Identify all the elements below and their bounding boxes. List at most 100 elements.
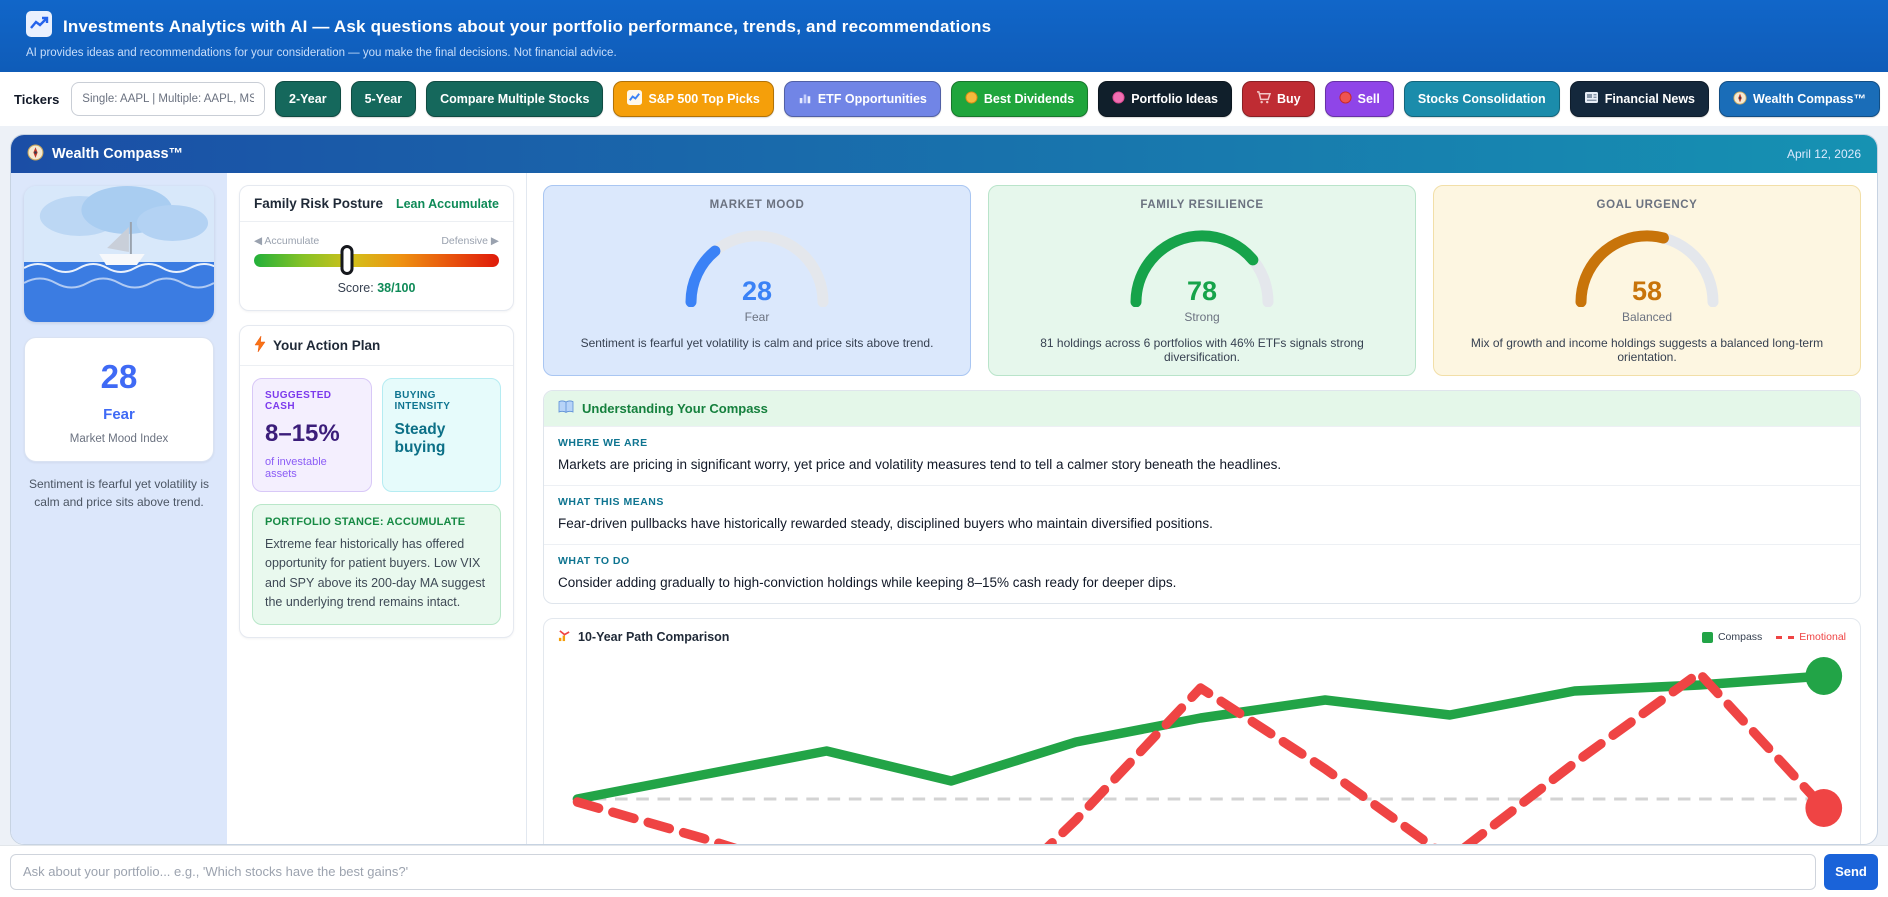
wealth-compass-header: Wealth Compass™ April 12, 2026 [11, 135, 1877, 173]
gauge-description: 81 holdings across 6 portfolios with 46%… [1040, 336, 1364, 364]
app-title: Investments Analytics with AI — Ask ques… [63, 16, 992, 36]
sell-dot-icon [1339, 91, 1352, 107]
etf-opportunities-button[interactable]: ETF Opportunities [783, 81, 941, 117]
risk-score: Score: 38/100 [337, 281, 416, 295]
ask-input[interactable] [10, 853, 1816, 890]
risk-stance-badge: Lean Accumulate [395, 196, 499, 211]
gauge-value: 28 [741, 276, 773, 306]
financial-news-button[interactable]: Financial News [1569, 81, 1709, 117]
guide-section-text: Consider adding gradually to high-convic… [558, 575, 1177, 590]
tickers-label: Tickers [14, 91, 60, 107]
portfolio-stance-label: PORTFOLIO STANCE: ACCUMULATE [265, 516, 466, 528]
panel-title: Wealth Compass™ [52, 146, 184, 162]
compass-series-marker [1701, 631, 1713, 643]
guide-section-text: Markets are pricing in significant worry… [558, 457, 1282, 472]
guide-title: Understanding Your Compass [582, 401, 768, 416]
plan-column: Family Risk Posture Lean Accumulate ◀ Ac… [227, 173, 527, 844]
buying-intensity-value: Steady buying [394, 421, 446, 456]
understanding-compass-card: Understanding Your Compass WHERE WE ARE … [543, 390, 1861, 604]
two-year-button[interactable]: 2-Year [275, 81, 341, 117]
mood-caption: Market Mood Index [69, 433, 169, 445]
suggested-cash-label: SUGGESTED CASH [265, 390, 332, 412]
mood-sidebar: 28 Fear Market Mood Index Sentiment is f… [11, 173, 227, 844]
ticker-toolbar: Tickers 2-Year 5-Year Compare Multiple S… [0, 72, 1888, 126]
bar-chart-icon [798, 91, 812, 108]
risk-slider-track[interactable] [254, 245, 499, 275]
suggested-cash-card: SUGGESTED CASH 8–15% of investable asset… [252, 378, 372, 492]
stocks-consolidation-button[interactable]: Stocks Consolidation [1403, 81, 1560, 117]
guide-section-heading: WHERE WE ARE [558, 437, 648, 449]
goal-urgency-gauge-card: GOAL URGENCY 58 Balanced Mix of growth a… [1433, 185, 1861, 376]
chart-legend: Compass Emotional [1701, 631, 1846, 643]
send-button[interactable]: Send [1824, 853, 1878, 890]
app-header: Investments Analytics with AI — Ask ques… [0, 0, 1888, 72]
mood-description: Sentiment is fearful yet volatility is c… [28, 477, 210, 509]
trend-chart-icon [558, 629, 571, 645]
newspaper-icon [1584, 91, 1599, 107]
emotional-series-marker [1776, 635, 1795, 639]
book-icon [558, 400, 574, 417]
buying-intensity-card: BUYING INTENSITY Steady buying [381, 378, 501, 492]
family-risk-posture-card: Family Risk Posture Lean Accumulate ◀ Ac… [239, 185, 514, 311]
legend-label: Compass [1717, 631, 1763, 643]
idea-dot-icon [1112, 91, 1125, 107]
market-mood-index-card: 28 Fear Market Mood Index [24, 337, 214, 462]
guide-section-text: Fear-driven pullbacks have historically … [558, 516, 1213, 531]
gauge-arc: 78 [1116, 219, 1288, 307]
gauge-value: 58 [1631, 276, 1663, 306]
compass-icon [1733, 90, 1747, 108]
gauge-title: FAMILY RESILIENCE [1140, 199, 1264, 211]
ask-bar: Send [0, 845, 1888, 897]
coin-icon [965, 91, 978, 107]
guide-section-what-this-means: WHAT THIS MEANS Fear-driven pullbacks ha… [544, 485, 1860, 544]
gauge-title: MARKET MOOD [709, 199, 805, 211]
portfolio-ideas-button[interactable]: Portfolio Ideas [1098, 81, 1233, 117]
risk-posture-title: Family Risk Posture [254, 196, 384, 211]
panel-date: April 12, 2026 [1786, 147, 1861, 161]
risk-slider-knob[interactable] [340, 245, 354, 275]
portfolio-stance-text: Extreme fear historically has offered op… [265, 537, 486, 610]
sell-button[interactable]: Sell [1324, 81, 1394, 117]
guide-section-heading: WHAT TO DO [558, 555, 630, 567]
legend-item-compass[interactable]: Compass [1701, 631, 1763, 643]
mood-label: Fear [103, 406, 135, 423]
wealth-compass-button[interactable]: Wealth Compass™ [1719, 81, 1880, 117]
five-year-button[interactable]: 5-Year [350, 81, 417, 117]
compare-stocks-button[interactable]: Compare Multiple Stocks [426, 81, 604, 117]
path-comparison-chart-card: 10-Year Path Comparison Compass Emotiona… [543, 618, 1861, 844]
gauge-value: 78 [1186, 276, 1218, 306]
gauge-arc: 58 [1561, 219, 1733, 307]
guide-section-where-we-are: WHERE WE ARE Markets are pricing in sign… [544, 426, 1860, 485]
family-resilience-gauge-card: FAMILY RESILIENCE 78 Strong 81 holdings … [988, 185, 1416, 376]
gauge-arc: 28 [671, 219, 843, 307]
gauge-label: Balanced [1621, 310, 1673, 324]
mini-chart-icon [627, 90, 643, 108]
tickers-input[interactable] [71, 82, 266, 116]
portfolio-stance-card: PORTFOLIO STANCE: ACCUMULATE Extreme fea… [252, 504, 501, 625]
chart-title: 10-Year Path Comparison [578, 630, 730, 644]
cart-icon [1256, 91, 1272, 107]
gauge-description: Mix of growth and income holdings sugges… [1470, 336, 1824, 364]
legend-item-emotional[interactable]: Emotional [1776, 631, 1846, 643]
gauge-label: Strong [1184, 310, 1220, 324]
guide-section-heading: WHAT THIS MEANS [558, 496, 664, 508]
buy-button[interactable]: Buy [1242, 81, 1315, 117]
app-subtitle: AI provides ideas and recommendations fo… [26, 47, 617, 59]
defensive-label: Defensive ▶ [441, 235, 499, 247]
suggested-cash-value: 8–15% [265, 420, 340, 447]
gauge-title: GOAL URGENCY [1596, 199, 1698, 211]
main-content: MARKET MOOD 28 Fear Sentiment is fearful… [527, 173, 1877, 844]
guide-section-what-to-do: WHAT TO DO Consider adding gradually to … [544, 544, 1860, 603]
lightning-icon [254, 335, 266, 355]
chart-line-icon [26, 11, 52, 42]
market-mood-gauge-card: MARKET MOOD 28 Fear Sentiment is fearful… [543, 185, 971, 376]
legend-label: Emotional [1799, 631, 1846, 643]
mood-value: 28 [100, 358, 138, 395]
action-plan-card: Your Action Plan SUGGESTED CASH 8–15% of… [239, 325, 514, 638]
gauge-description: Sentiment is fearful yet volatility is c… [580, 336, 934, 350]
sailboat-illustration [24, 186, 214, 322]
best-dividends-button[interactable]: Best Dividends [950, 81, 1089, 117]
sp500-top-picks-button[interactable]: S&P 500 Top Picks [613, 81, 774, 117]
gauge-label: Fear [744, 310, 770, 324]
wealth-compass-panel: Wealth Compass™ April 12, 2026 [10, 134, 1878, 845]
